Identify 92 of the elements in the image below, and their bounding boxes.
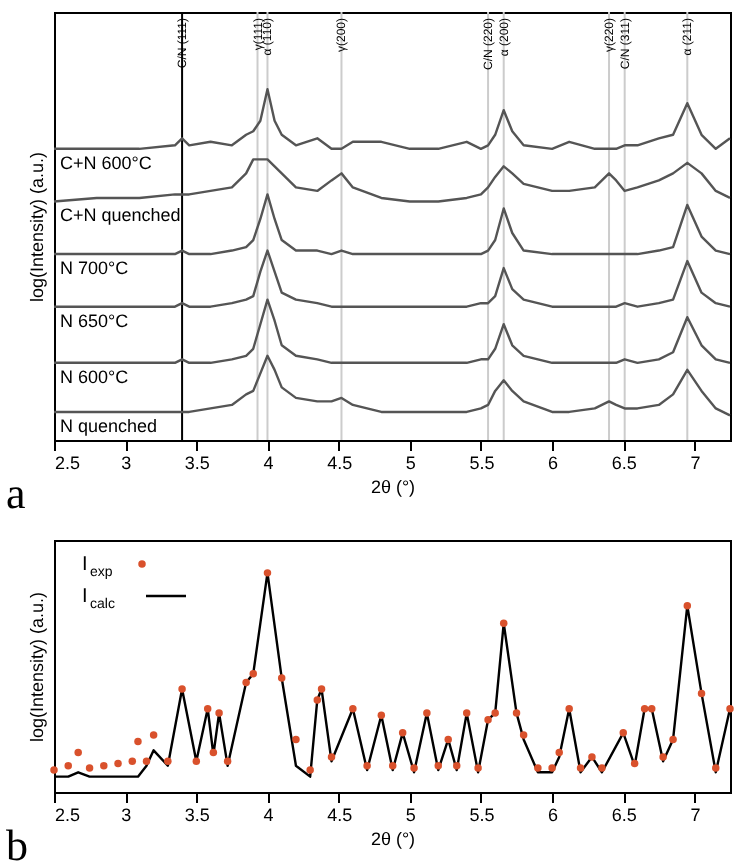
x-tick-label: 3.5 xyxy=(184,453,210,473)
x-tick-label: 4 xyxy=(263,805,274,825)
point xyxy=(712,764,720,772)
x-tick-label: 2.5 xyxy=(55,453,81,473)
point xyxy=(398,729,407,737)
point xyxy=(512,709,521,717)
x-tick-label: 7 xyxy=(690,805,701,825)
point xyxy=(388,761,397,770)
x-tick-label: 4.5 xyxy=(327,805,353,825)
point xyxy=(215,709,223,717)
point xyxy=(697,689,706,698)
series-label: N 700°C xyxy=(60,258,130,279)
point xyxy=(588,753,596,761)
text: b xyxy=(6,820,28,864)
y-axis-title: log(Intensity) (a.u.) xyxy=(27,591,47,743)
point xyxy=(128,757,137,766)
series-label: N quenched xyxy=(60,415,158,436)
x-tick-label: 4.5 xyxy=(327,453,353,473)
point xyxy=(192,757,201,766)
point xyxy=(410,764,418,772)
point xyxy=(327,753,336,761)
point xyxy=(277,674,286,682)
point xyxy=(263,569,272,577)
point xyxy=(453,761,461,770)
x-tick-label: 6.5 xyxy=(611,805,637,825)
x-tick-label: 3 xyxy=(121,453,132,473)
point xyxy=(669,735,677,744)
point xyxy=(726,705,734,713)
x-tick-label: 6.5 xyxy=(611,453,637,473)
point xyxy=(659,753,667,761)
point xyxy=(640,705,649,713)
point xyxy=(630,759,639,768)
point xyxy=(576,764,585,772)
point xyxy=(149,731,158,739)
point xyxy=(100,761,108,770)
x-axis-title: 2θ (°) xyxy=(370,829,416,849)
point xyxy=(349,705,357,713)
point xyxy=(499,619,508,627)
point xyxy=(565,705,573,713)
point xyxy=(164,757,172,766)
x-tick-label: 4 xyxy=(263,453,274,473)
series-label: N 600°C xyxy=(60,366,130,387)
point xyxy=(74,748,82,757)
x-tick-label: 3.5 xyxy=(184,805,210,825)
point xyxy=(292,735,300,744)
point xyxy=(555,748,563,757)
point xyxy=(64,761,72,770)
point xyxy=(647,705,656,713)
text: a xyxy=(6,468,26,518)
point xyxy=(377,711,386,720)
point xyxy=(598,764,606,772)
point xyxy=(519,731,528,739)
point xyxy=(313,696,322,704)
x-tick-label: 3 xyxy=(121,805,132,825)
point xyxy=(423,709,431,717)
point xyxy=(134,737,142,746)
point xyxy=(50,766,58,774)
series-label: C+N quenched xyxy=(60,205,181,226)
x-tick-label: 2.5 xyxy=(55,805,81,825)
series-label: N 650°C xyxy=(60,310,130,331)
point xyxy=(484,715,492,724)
point xyxy=(434,761,442,770)
point xyxy=(363,761,371,770)
x-tick-label: 5 xyxy=(405,805,416,825)
point xyxy=(306,766,314,774)
point xyxy=(491,709,499,717)
point xyxy=(683,602,692,610)
point xyxy=(317,685,326,693)
point xyxy=(209,748,218,757)
point xyxy=(85,764,94,772)
x-tick-label: 5.5 xyxy=(469,453,495,473)
point xyxy=(619,729,628,737)
x-tick-label: 5.5 xyxy=(469,805,495,825)
point xyxy=(534,764,542,772)
x-tick-label: 6 xyxy=(548,805,559,825)
point xyxy=(548,764,556,772)
x-tick-label: 5 xyxy=(405,453,416,473)
point xyxy=(474,764,482,772)
point xyxy=(203,705,212,713)
point xyxy=(114,759,122,768)
point xyxy=(249,669,257,678)
x-tick-label: 6 xyxy=(548,453,559,473)
point xyxy=(178,685,186,693)
point xyxy=(444,735,452,744)
point xyxy=(462,709,471,717)
point xyxy=(142,757,151,766)
y-axis-title: log(Intensity) (a.u.) xyxy=(27,151,47,303)
x-axis-title: 2θ (°) xyxy=(370,477,416,497)
series-label: C+N 600°C xyxy=(60,152,153,173)
x-tick-label: 7 xyxy=(690,453,701,473)
point xyxy=(242,678,250,687)
point xyxy=(223,757,232,766)
